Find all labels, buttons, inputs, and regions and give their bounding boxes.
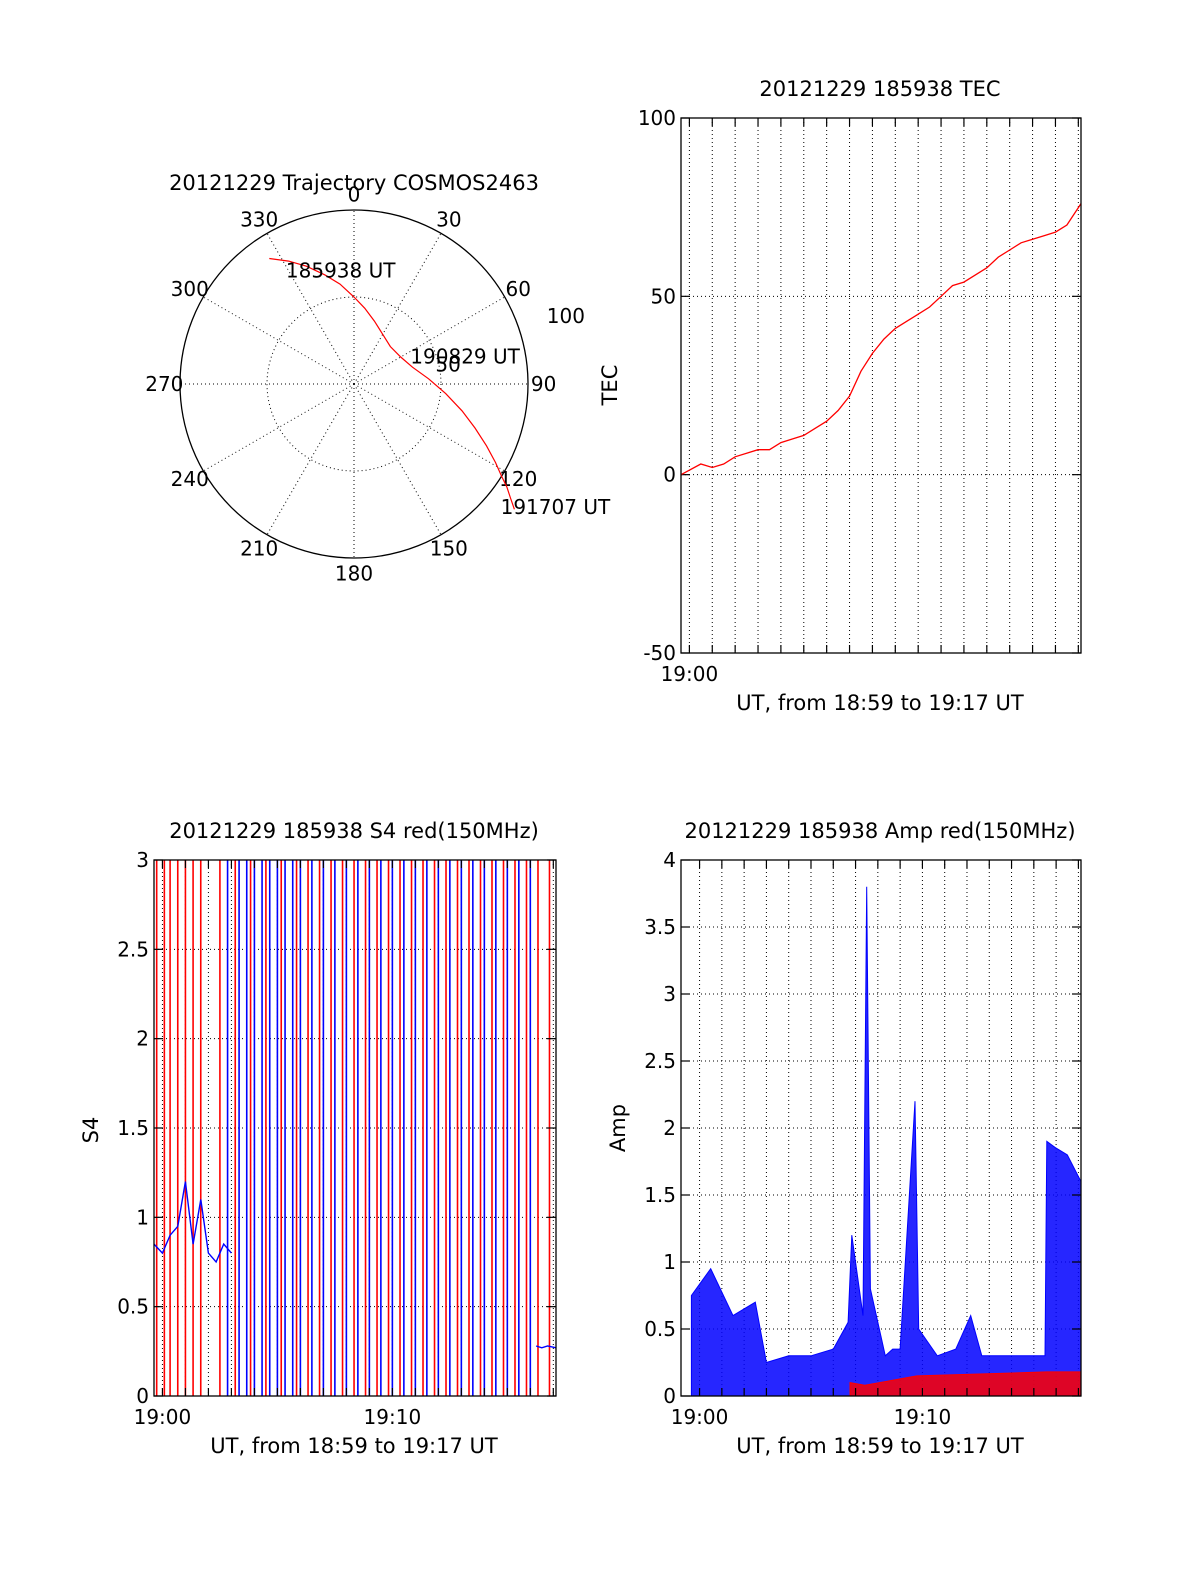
polar-spoke	[353, 296, 505, 385]
polar-azimuth-label: 210	[240, 536, 278, 560]
y-tick-label: 1.5	[117, 1116, 149, 1140]
x-tick-label: 19:10	[364, 1405, 422, 1429]
s4-panel: 20121229 185938 S4 red(150MHz) 0 0.5 1 1.5 2…	[79, 819, 557, 1458]
polar-spoke	[266, 383, 355, 535]
s4-title: 20121229 185938 S4 red(150MHz)	[169, 819, 539, 843]
polar-annotation: 191707 UT	[501, 495, 611, 519]
amp-y-ticks: 0 0.5 1 1.5 2 2.5 3 3.5 4	[644, 848, 1081, 1408]
amp-x-ticks: 19:00 19:10	[671, 860, 1080, 1429]
y-tick-label: 3	[663, 982, 676, 1006]
s4-x-label: UT, from 18:59 to 19:17 UT	[210, 1434, 498, 1458]
y-tick-label: 0.5	[644, 1317, 676, 1341]
y-tick-label: 1	[136, 1205, 149, 1229]
tec-title: 20121229 185938 TEC	[759, 77, 1000, 101]
tec-series	[680, 203, 1082, 476]
amp-series	[690, 886, 1082, 1397]
polar-annotation: 190829 UT	[410, 345, 520, 369]
polar-annotation: 185938 UT	[286, 259, 396, 283]
polar-spoke	[353, 383, 442, 535]
polar-grid	[180, 210, 528, 558]
tec-x-ticks: 19:00	[661, 118, 1079, 686]
polar-azimuth-label: 270	[145, 372, 183, 396]
y-tick-label: -50	[643, 641, 676, 665]
polar-azimuth-label: 0	[348, 182, 361, 206]
x-tick-label: 19:10	[894, 1405, 952, 1429]
y-tick-label: 2.5	[117, 937, 149, 961]
y-tick-label: 100	[638, 106, 676, 130]
polar-radial-labels: 50 100	[435, 304, 585, 377]
polar-azimuth-label: 90	[531, 372, 556, 396]
polar-spoke	[203, 383, 355, 472]
tec-y-label: TEC	[598, 365, 622, 407]
polar-outer-circle	[179, 209, 529, 559]
y-tick-label: 1.5	[644, 1183, 676, 1207]
y-tick-label: 0	[663, 463, 676, 487]
y-tick-label: 2	[663, 1116, 676, 1140]
polar-azimuth-label: 150	[430, 536, 468, 560]
polar-radial-label: 100	[547, 304, 585, 328]
polar-azimuth-label: 300	[171, 277, 209, 301]
tec-x-label: UT, from 18:59 to 19:17 UT	[736, 691, 1024, 715]
polar-spoke	[353, 233, 442, 385]
amp-title: 20121229 185938 Amp red(150MHz)	[684, 819, 1075, 843]
amp-panel: 20121229 185938 Amp red(150MHz) 0 0.5 1 1.5…	[606, 819, 1082, 1458]
polar-azimuth-label: 120	[499, 467, 537, 491]
polar-azimuth-label: 180	[335, 562, 373, 586]
s4-series	[153, 860, 557, 1396]
y-tick-label: 0.5	[117, 1295, 149, 1319]
s4-frame	[153, 859, 557, 1397]
y-tick-label: 1	[663, 1250, 676, 1274]
polar-spoke	[203, 296, 355, 385]
polar-azimuth-label: 30	[436, 208, 461, 232]
polar-trajectory	[269, 257, 515, 510]
tec-line	[680, 203, 1082, 476]
polar-annotations: 185938 UT 190829 UT 191707 UT	[286, 259, 611, 519]
tec-grid	[681, 117, 1081, 654]
x-tick-label: 19:00	[671, 1405, 729, 1429]
y-tick-label: 4	[663, 848, 676, 872]
s4-x-ticks: 19:00 19:10	[134, 860, 554, 1429]
s4-blue-line	[535, 1345, 557, 1349]
y-tick-label: 2.5	[644, 1049, 676, 1073]
polar-panel: 20121229 Trajectory COSMOS2463 0 30 60 90 12…	[145, 171, 611, 586]
s4-blue-line	[153, 1181, 232, 1264]
tec-y-ticks: -50 0 50 100	[638, 106, 1081, 665]
polar-azimuth-label: 60	[506, 277, 531, 301]
s4-y-label: S4	[79, 1117, 103, 1144]
tec-frame	[680, 117, 1082, 654]
polar-spoke	[353, 383, 505, 472]
y-tick-label: 0	[136, 1384, 149, 1408]
polar-radial-label: 50	[435, 352, 460, 376]
y-tick-label: 2	[136, 1027, 149, 1051]
y-tick-label: 0	[663, 1384, 676, 1408]
y-tick-label: 3.5	[644, 915, 676, 939]
polar-inner-circle	[266, 296, 442, 472]
polar-spoke	[266, 233, 355, 385]
polar-azimuth-labels: 0 30 60 90 120 150 180 210 240 270 300 330	[145, 182, 556, 585]
amp-frame	[680, 859, 1082, 1397]
amp-x-label: UT, from 18:59 to 19:17 UT	[736, 1434, 1024, 1458]
amp-blue-area	[690, 886, 1082, 1397]
y-tick-label: 3	[136, 848, 149, 872]
amp-y-label: Amp	[606, 1104, 630, 1152]
x-tick-label: 19:00	[661, 662, 719, 686]
polar-azimuth-label: 240	[171, 467, 209, 491]
x-tick-label: 19:00	[134, 1405, 192, 1429]
polar-azimuth-label: 330	[240, 208, 278, 232]
polar-title: 20121229 Trajectory COSMOS2463	[169, 171, 539, 195]
tec-panel: 20121229 185938 TEC -50 0 50 100 19:00 UT, …	[598, 77, 1082, 715]
y-tick-label: 50	[651, 284, 676, 308]
